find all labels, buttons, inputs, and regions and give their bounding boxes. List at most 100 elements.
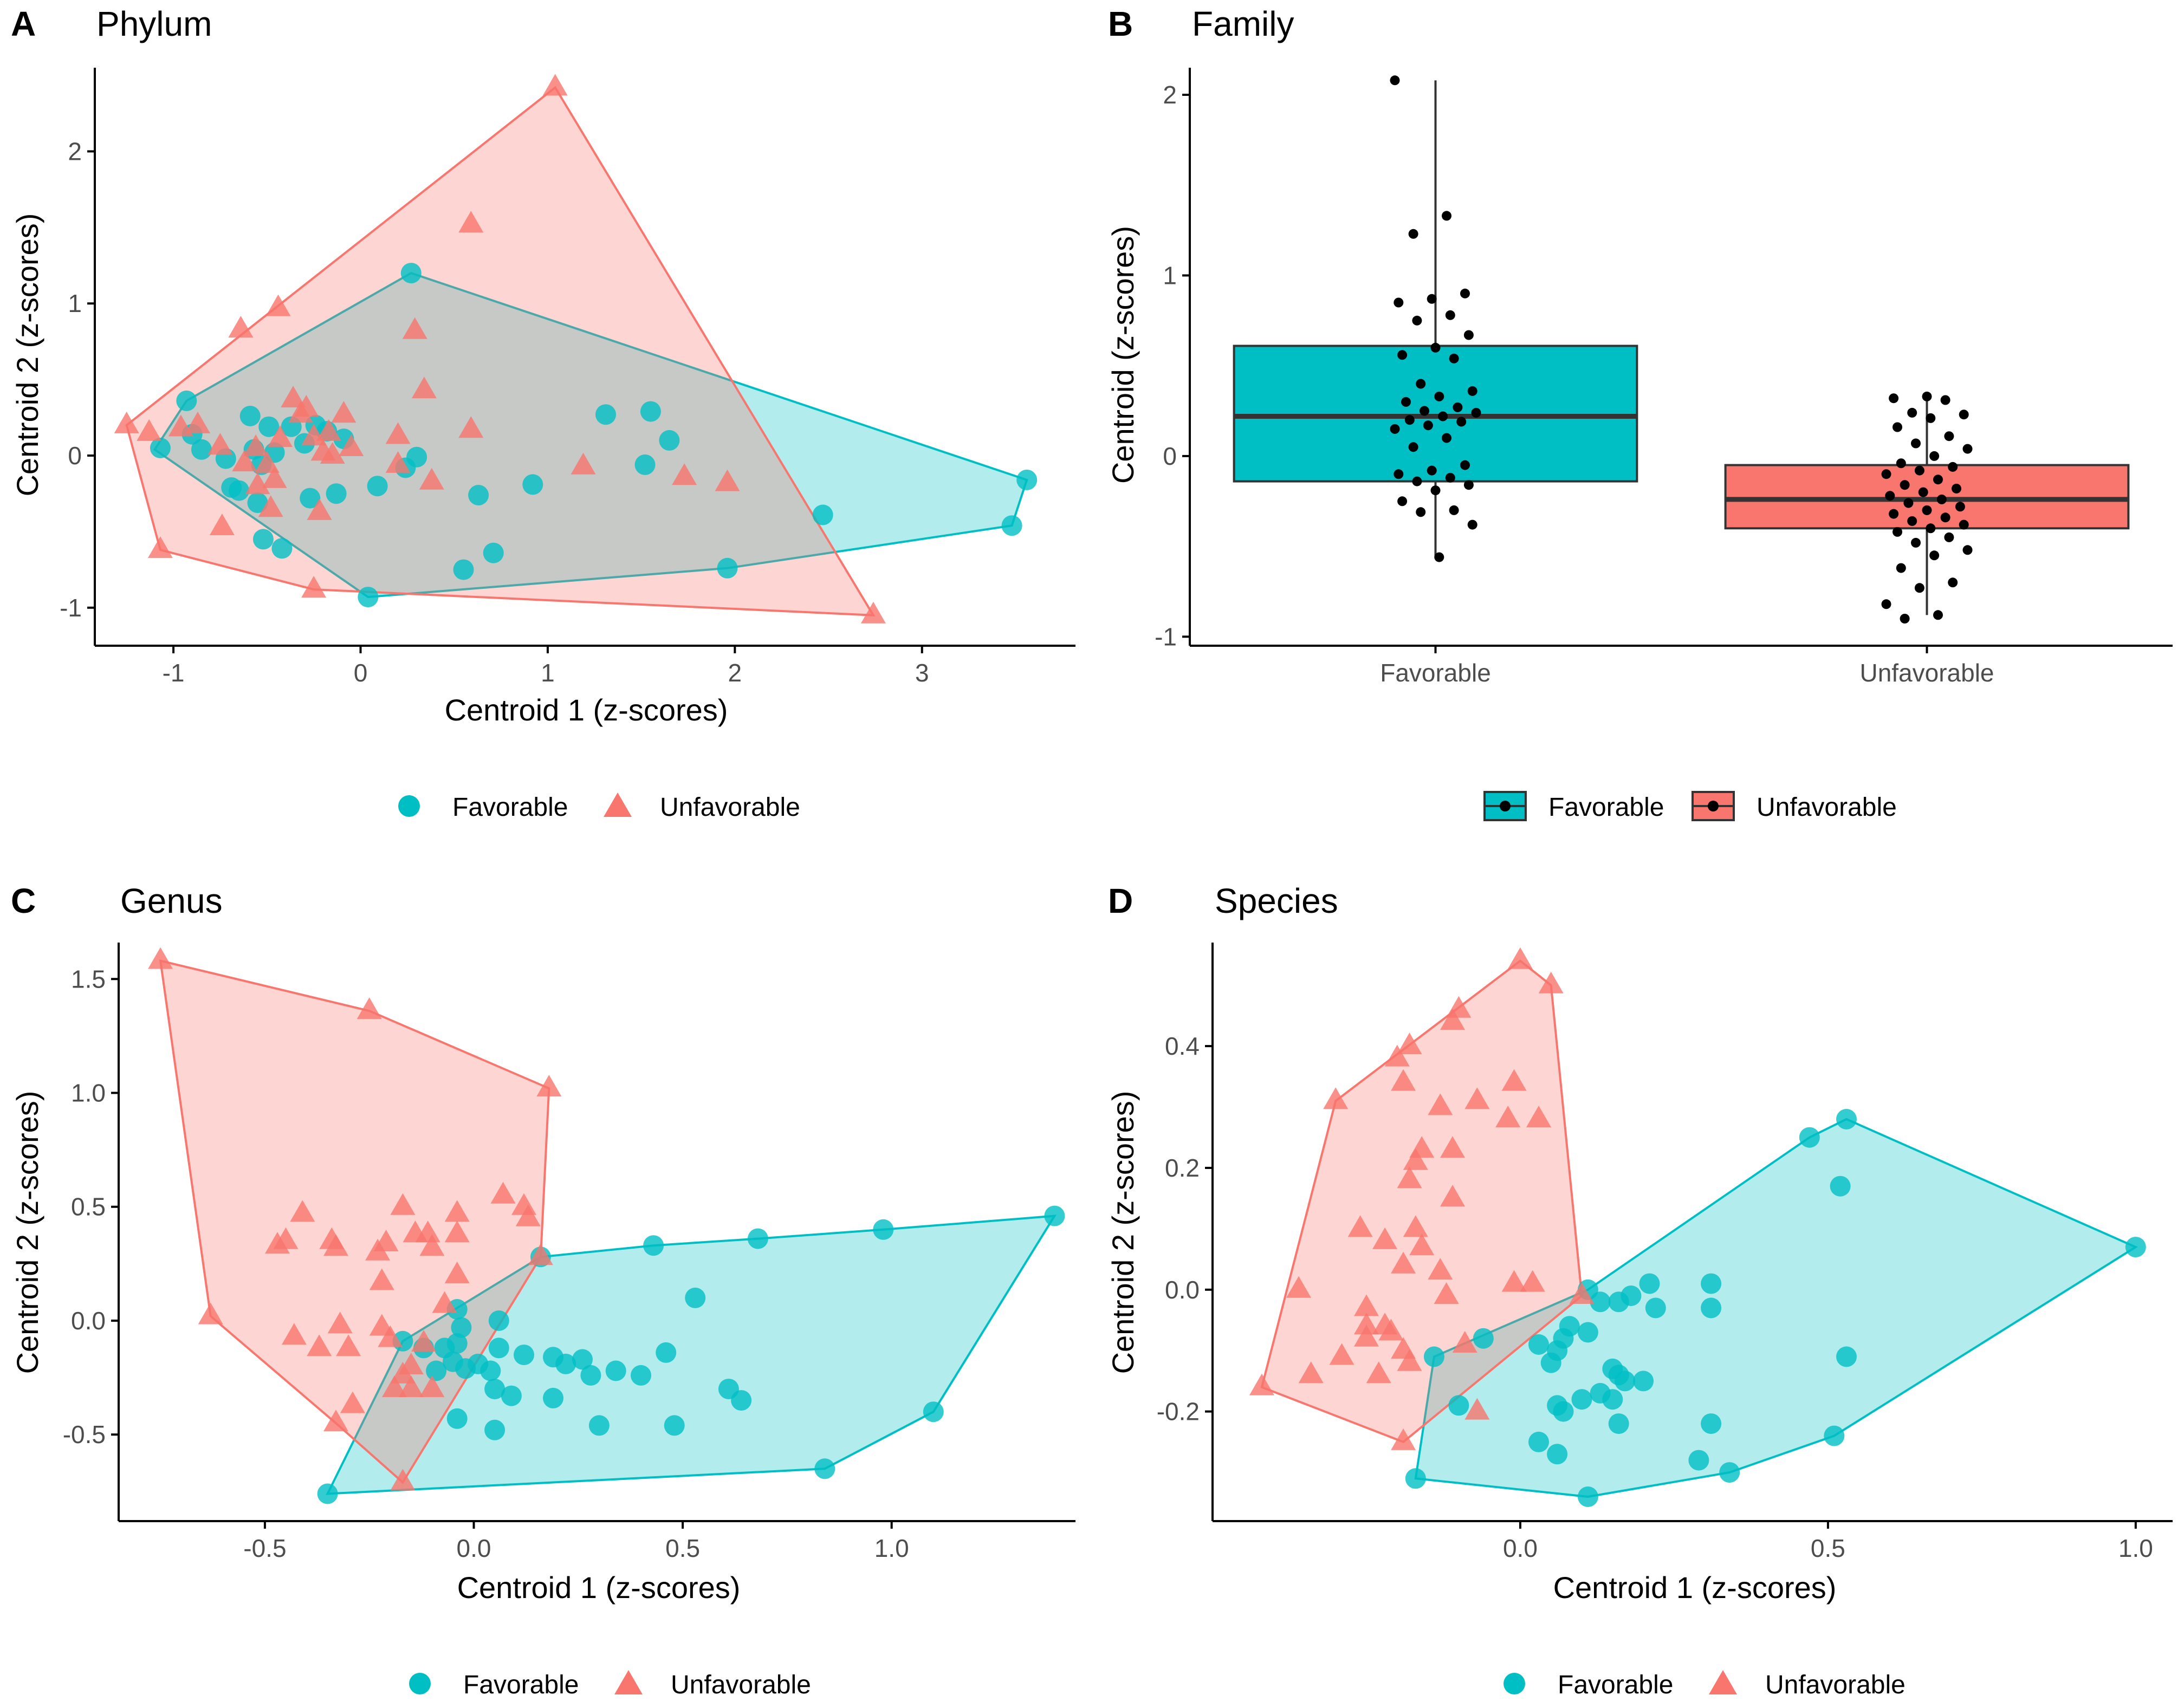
panel-d-point-unfavorable — [1440, 1136, 1465, 1158]
panel-b-y-tick-label: 2 — [1163, 81, 1177, 109]
panel-a-point-unfavorable — [339, 434, 364, 456]
panel-b-jitter-point-unfavorable — [1940, 395, 1950, 405]
panel-a-point-unfavorable — [209, 514, 235, 535]
panel-a-point-unfavorable — [294, 395, 319, 417]
panel-a-point-unfavorable — [672, 463, 697, 485]
panel-d-point-favorable — [1602, 1389, 1623, 1410]
panel-b-jitter-point-unfavorable — [1881, 599, 1891, 609]
panel-c-point-favorable — [664, 1415, 685, 1436]
panel-a-point-favorable — [468, 485, 489, 505]
panel-a-point-unfavorable — [307, 498, 332, 520]
panel-c: C Genus -0.5 0.0 0.5 1.0 -0.5 0.0 0.5 1.0 1.5 C… — [10, 881, 1075, 1699]
panel-c-point-unfavorable — [323, 1410, 348, 1432]
panel-c-y-tick-label: 1.0 — [71, 1079, 106, 1107]
panel-b-jitter-point-unfavorable — [1918, 487, 1928, 497]
panel-b-legend-unfavorable-label: Unfavorable — [1757, 793, 1897, 822]
panel-d-point-unfavorable — [1440, 1008, 1465, 1030]
panel-a-plot-area — [114, 74, 1038, 624]
panel-a-point-favorable — [659, 430, 680, 451]
panel-d-point-favorable — [1836, 1109, 1857, 1129]
panel-b-legend: Favorable Unfavorable — [1483, 791, 1897, 822]
panel-letter-d: D — [1108, 881, 1133, 920]
panel-c-point-unfavorable — [323, 1234, 348, 1256]
panel-a-point-unfavorable — [245, 472, 270, 495]
panel-d-point-favorable — [1799, 1127, 1820, 1148]
panel-d-point-unfavorable — [1569, 1282, 1595, 1304]
panel-c-point-favorable — [426, 1360, 447, 1381]
panel-d-point-favorable — [1528, 1431, 1549, 1452]
panel-d-x-tick-label: 0.0 — [1503, 1534, 1538, 1562]
panel-d-legend-favorable-label: Favorable — [1558, 1671, 1673, 1699]
panel-c-point-unfavorable — [373, 1230, 399, 1251]
panel-a-point-unfavorable — [208, 433, 233, 455]
panel-c-point-favorable — [501, 1385, 522, 1406]
panel-d-y-tick-label: 0.0 — [1165, 1276, 1200, 1304]
panel-c-point-favorable — [923, 1401, 944, 1423]
panel-c-point-unfavorable — [390, 1361, 416, 1384]
panel-b-box-unfavorable — [1724, 464, 2130, 530]
panel-a-point-unfavorable — [385, 422, 411, 444]
panel-d-point-unfavorable — [1440, 1185, 1465, 1207]
panel-c-point-unfavorable — [281, 1323, 307, 1345]
panel-b-jitter-point-unfavorable — [1944, 532, 1954, 542]
panel-c-point-favorable — [451, 1317, 472, 1338]
panel-d-point-unfavorable — [1391, 1069, 1416, 1091]
panel-title-b: Family — [1192, 4, 1294, 43]
panel-b-jitter-point-unfavorable — [1948, 577, 1958, 588]
panel-b-y-axis-title: Centroid (z-scores) — [1106, 226, 1140, 484]
panel-a-point-favorable — [300, 488, 321, 509]
panel-c-point-unfavorable — [382, 1375, 407, 1398]
panel-letter-c: C — [11, 881, 36, 920]
panel-c-point-unfavorable — [444, 1200, 470, 1222]
panel-c-point-unfavorable — [273, 1227, 299, 1249]
panel-d-point-unfavorable — [1378, 1319, 1404, 1341]
panel-a-point-unfavorable — [147, 536, 173, 558]
panel-a-point-unfavorable — [458, 211, 484, 233]
panel-c-point-unfavorable — [444, 1220, 470, 1243]
panel-a-point-unfavorable — [411, 376, 437, 399]
panel-a-point-unfavorable — [114, 411, 139, 433]
panel-c-point-favorable — [480, 1360, 501, 1381]
panel-b-jitter-point-unfavorable — [1955, 502, 1965, 512]
panel-title-d: Species — [1215, 881, 1338, 920]
panel-a-x-tick-label: 3 — [915, 659, 929, 687]
panel-d-x-tick-label: 0.5 — [1811, 1534, 1845, 1562]
panel-c-point-favorable — [814, 1458, 835, 1479]
panel-b-jitter-point-unfavorable — [1914, 465, 1924, 476]
panel-b-jitter-point-favorable — [1404, 415, 1415, 425]
panel-b-plot-area — [1233, 75, 2130, 624]
panel-b-jitter-point-favorable — [1463, 480, 1474, 490]
panel-a-point-favorable — [271, 538, 293, 559]
panel-d-point-unfavorable — [1409, 1233, 1435, 1256]
panel-b-y-tick-label: -1 — [1155, 622, 1177, 651]
panel-a-point-favorable — [326, 483, 347, 504]
panel-d-point-favorable — [1633, 1371, 1654, 1392]
panel-a-point-unfavorable — [268, 425, 293, 447]
panel-d-point-unfavorable — [1538, 971, 1564, 993]
panel-a-y-tick-label: -1 — [60, 594, 82, 622]
panel-d-point-favorable — [1701, 1273, 1722, 1294]
panel-d-point-unfavorable — [1249, 1373, 1274, 1395]
panel-c-x-ticks: -0.5 0.0 0.5 1.0 — [243, 1521, 909, 1562]
panel-c-point-favorable — [484, 1379, 506, 1400]
panel-a-point-favorable — [595, 404, 616, 425]
panel-c-point-unfavorable — [390, 1193, 416, 1215]
panel-b-jitter-point-favorable — [1442, 433, 1451, 443]
panel-b-jitter-point-unfavorable — [1900, 480, 1910, 490]
panel-d-point-favorable — [1830, 1176, 1851, 1197]
panel-a-point-favorable — [406, 446, 427, 467]
panel-b-jitter-point-unfavorable — [1940, 512, 1950, 523]
panel-b-x-tick-label: Unfavorable — [1859, 659, 1994, 687]
panel-a-point-favorable — [258, 416, 280, 437]
panel-b-jitter-point-favorable — [1394, 469, 1404, 479]
panel-b-jitter-point-favorable — [1467, 519, 1477, 530]
panel-a-point-unfavorable — [137, 419, 162, 441]
panel-b-x-tick-label: Favorable — [1380, 659, 1491, 687]
panel-c-legend-unfavorable-label: Unfavorable — [671, 1671, 811, 1699]
panel-a-point-unfavorable — [542, 74, 568, 96]
panel-a-point-unfavorable — [458, 416, 484, 438]
panel-c-point-unfavorable — [378, 1325, 403, 1347]
panel-c-y-tick-label: 0.5 — [71, 1193, 106, 1221]
panel-a-point-favorable — [252, 529, 274, 550]
panel-a-legend-favorable-key — [398, 795, 420, 817]
